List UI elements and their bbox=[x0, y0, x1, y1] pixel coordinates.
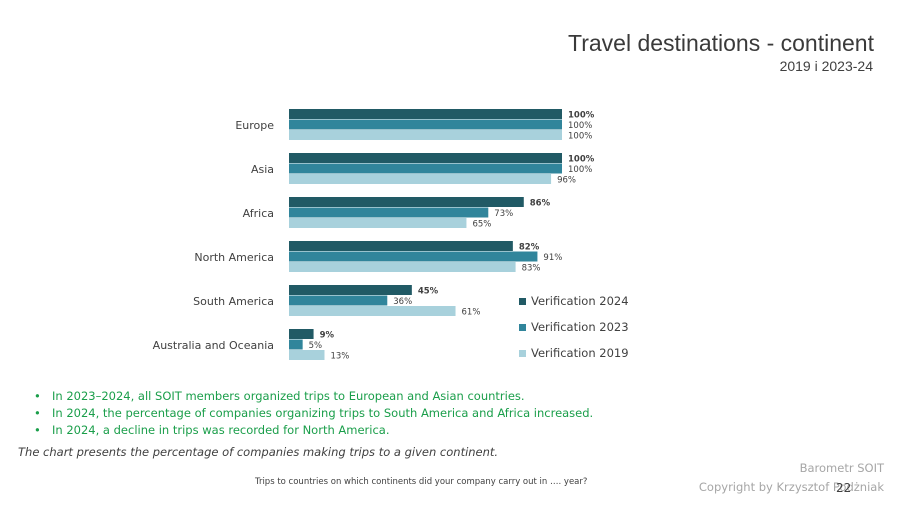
legend-swatch bbox=[519, 298, 526, 305]
data-label: 45% bbox=[418, 287, 439, 297]
legend-label: Verification 2024 bbox=[531, 294, 629, 308]
bar bbox=[289, 119, 562, 130]
legend-swatch bbox=[519, 324, 526, 331]
chart-title: Travel destinations - continent bbox=[568, 30, 874, 56]
data-label: 86% bbox=[530, 199, 551, 209]
bar bbox=[289, 197, 524, 207]
category-label: Australia and Oceania bbox=[153, 339, 274, 352]
data-label: 13% bbox=[330, 352, 349, 362]
data-label: 100% bbox=[568, 165, 592, 175]
footer-brand: Barometr SOIT bbox=[799, 461, 884, 475]
category-label: Asia bbox=[251, 163, 274, 176]
chart-subtitle: 2019 i 2023-24 bbox=[779, 58, 873, 74]
data-label: 36% bbox=[393, 297, 412, 307]
bar bbox=[289, 207, 489, 218]
chart-note: The chart presents the percentage of com… bbox=[18, 445, 499, 459]
bar-chart: Europe100%100%100%Asia100%100%96%Africa8… bbox=[153, 109, 629, 362]
category-label: North America bbox=[194, 251, 274, 264]
data-label: 91% bbox=[543, 253, 562, 263]
data-label: 73% bbox=[494, 209, 513, 219]
survey-question: Trips to countries on which continents d… bbox=[255, 477, 588, 487]
bar bbox=[289, 153, 562, 163]
finding-item: In 2024, a decline in trips was recorded… bbox=[34, 422, 593, 439]
data-label: 82% bbox=[519, 243, 540, 253]
data-label: 9% bbox=[320, 331, 335, 341]
bar bbox=[289, 262, 516, 272]
finding-item: In 2024, the percentage of companies org… bbox=[34, 405, 593, 422]
bar bbox=[289, 109, 562, 119]
bar bbox=[289, 130, 562, 140]
bar bbox=[289, 241, 513, 251]
data-label: 100% bbox=[568, 121, 592, 131]
data-label: 100% bbox=[568, 132, 592, 142]
footer-copyright: Copyright by Krzysztof Podżniak bbox=[698, 480, 884, 494]
key-findings-list: In 2023–2024, all SOIT members organized… bbox=[34, 388, 593, 439]
legend-label: Verification 2023 bbox=[531, 320, 629, 334]
bar bbox=[289, 329, 314, 339]
bar bbox=[289, 350, 325, 360]
legend-swatch bbox=[519, 350, 526, 357]
data-label: 65% bbox=[472, 220, 491, 230]
bar bbox=[289, 163, 562, 174]
legend-label: Verification 2019 bbox=[531, 346, 629, 360]
finding-item: In 2023–2024, all SOIT members organized… bbox=[34, 388, 593, 405]
bar bbox=[289, 218, 467, 228]
data-label: 100% bbox=[568, 155, 595, 165]
data-label: 96% bbox=[557, 176, 576, 186]
data-label: 83% bbox=[522, 264, 541, 274]
page-number: 22 bbox=[836, 481, 852, 495]
category-label: Africa bbox=[243, 207, 274, 220]
bar bbox=[289, 251, 538, 262]
bar bbox=[289, 285, 412, 295]
data-label: 61% bbox=[462, 308, 481, 318]
bar bbox=[289, 174, 552, 184]
bar bbox=[289, 306, 456, 316]
bar bbox=[289, 339, 303, 350]
category-label: South America bbox=[193, 295, 274, 308]
bar bbox=[289, 295, 388, 306]
category-label: Europe bbox=[235, 119, 274, 132]
data-label: 5% bbox=[309, 341, 323, 351]
data-label: 100% bbox=[568, 111, 595, 121]
